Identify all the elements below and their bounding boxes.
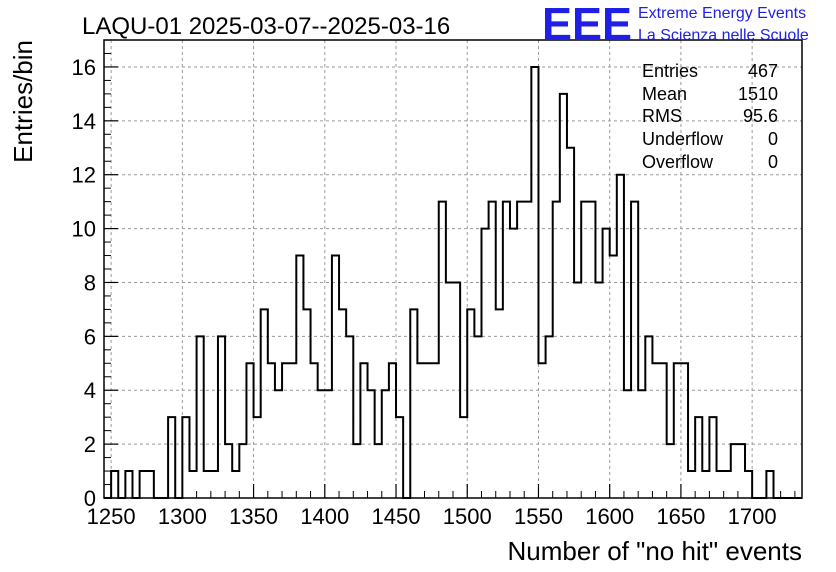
branding-line-2: La Scienza nelle Scuole xyxy=(638,27,809,44)
x-tick-label: 1650 xyxy=(656,504,705,529)
x-tick-label: 1700 xyxy=(728,504,777,529)
stat-entries-value: 467 xyxy=(748,61,778,81)
y-tick-label: 2 xyxy=(84,432,96,457)
plot-frame xyxy=(103,39,803,499)
x-axis: 1250 1300 1350 1400 1450 1500 1550 1600 1650 1700 xyxy=(87,484,796,529)
y-tick-label: 16 xyxy=(72,55,96,80)
x-axis-label: Number of "no hit" events xyxy=(508,536,803,566)
y-axis: 0 2 4 6 8 10 12 14 16 xyxy=(72,52,118,511)
stat-rms-value: 95.6 xyxy=(743,106,778,126)
stat-mean-label: Mean xyxy=(642,84,687,104)
stat-rms-label: RMS xyxy=(642,106,682,126)
eee-logo: EEE xyxy=(542,0,632,50)
x-tick-label: 1500 xyxy=(443,504,492,529)
eee-branding: EEE Extreme Energy Events La Scienza nel… xyxy=(542,0,809,50)
stat-overflow-value: 0 xyxy=(768,152,778,172)
y-tick-label: 10 xyxy=(72,217,96,242)
chart-title: LAQU-01 2025-03-07--2025-03-16 xyxy=(82,13,450,40)
x-tick-label: 1600 xyxy=(585,504,634,529)
branding-line-1: Extreme Energy Events xyxy=(638,5,806,22)
x-tick-label: 1400 xyxy=(300,504,349,529)
grid-lines xyxy=(104,40,802,499)
stat-underflow-value: 0 xyxy=(768,129,778,149)
stat-underflow-label: Underflow xyxy=(642,129,724,149)
x-tick-label: 1450 xyxy=(372,504,421,529)
stat-overflow-label: Overflow xyxy=(642,152,714,172)
x-tick-label: 1300 xyxy=(158,504,207,529)
y-axis-label: Entries/bin xyxy=(8,40,38,163)
y-tick-label: 14 xyxy=(72,109,96,134)
stats-box: Entries 467 Mean 1510 RMS 95.6 Underflow… xyxy=(642,61,778,172)
y-tick-label: 8 xyxy=(84,270,96,295)
x-tick-label: 1250 xyxy=(87,504,136,529)
x-tick-label: 1350 xyxy=(229,504,278,529)
y-tick-label: 4 xyxy=(84,378,96,403)
y-tick-label: 0 xyxy=(84,486,96,511)
stat-mean-value: 1510 xyxy=(738,84,778,104)
histogram-outline xyxy=(104,65,802,499)
y-tick-label: 12 xyxy=(72,163,96,188)
stat-entries-label: Entries xyxy=(642,61,698,81)
y-tick-label: 6 xyxy=(84,324,96,349)
x-tick-label: 1550 xyxy=(514,504,563,529)
